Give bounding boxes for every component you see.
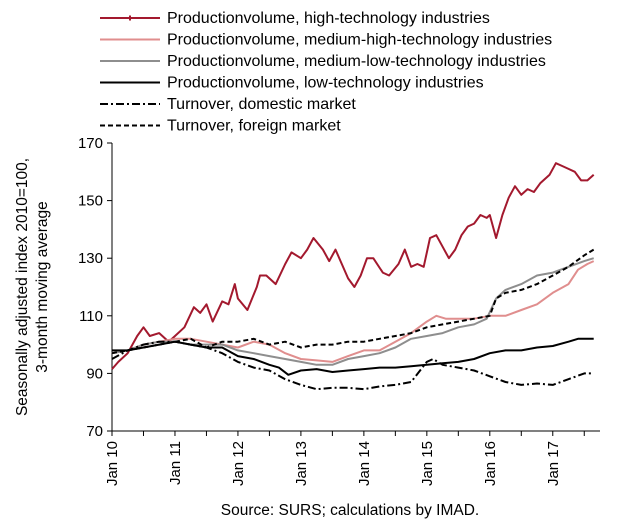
x-tick-label: Jan 17 xyxy=(545,441,562,486)
legend-label-5: Turnover, domestic market xyxy=(167,96,356,113)
legend-label-3: Productionvolume, medium-low-technology … xyxy=(167,53,546,70)
y-tick-label: 130 xyxy=(78,250,103,267)
y-tick-label: 150 xyxy=(78,193,103,210)
series-line-3 xyxy=(111,257,594,366)
x-tick-label: Jan 10 xyxy=(104,441,121,486)
source-note: Source: SURS; calculations by IMAD. xyxy=(221,502,479,519)
x-tick-label: Jan 12 xyxy=(230,441,247,486)
y-tick-label: 70 xyxy=(86,423,103,440)
legend-label-2: Productionvolume, medium-high-technology… xyxy=(167,32,552,49)
legend-label-6: Turnover, foreign market xyxy=(167,118,341,135)
series-line-5 xyxy=(111,340,594,391)
x-tick-label: Jan 15 xyxy=(419,441,436,486)
y-axis-title-line-1: Seasonally adjusted index 2010=100, xyxy=(14,158,31,416)
y-tick-label: 170 xyxy=(78,135,103,152)
legend-label-4: Productionvolume, low-technology industr… xyxy=(167,75,484,92)
chart-legend: Productionvolume, high-technology indust… xyxy=(100,10,552,135)
x-tick-label: Jan 13 xyxy=(293,441,310,486)
x-tick-label: Jan 16 xyxy=(482,441,499,486)
y-axis-ticks: 70 90 110 130 150 170 xyxy=(78,135,112,440)
x-tick-label: Jan 14 xyxy=(356,441,373,486)
plot-area xyxy=(111,162,595,391)
y-axis-title-line-2: 3-month moving average xyxy=(34,201,51,372)
y-tick-label: 110 xyxy=(79,308,103,325)
series-line-4 xyxy=(112,337,594,376)
x-tick-label: Jan 11 xyxy=(167,441,184,485)
x-axis-ticks: Jan 10 Jan 11 Jan 12 Jan 13 Jan 14 Jan 15 Jan … xyxy=(104,431,585,486)
series-line-6 xyxy=(111,248,595,355)
y-tick-label: 90 xyxy=(86,365,103,382)
series-line-2 xyxy=(111,260,595,363)
legend-label-1: Productionvolume, high-technology indust… xyxy=(167,10,490,27)
series-line-1 xyxy=(111,162,595,370)
